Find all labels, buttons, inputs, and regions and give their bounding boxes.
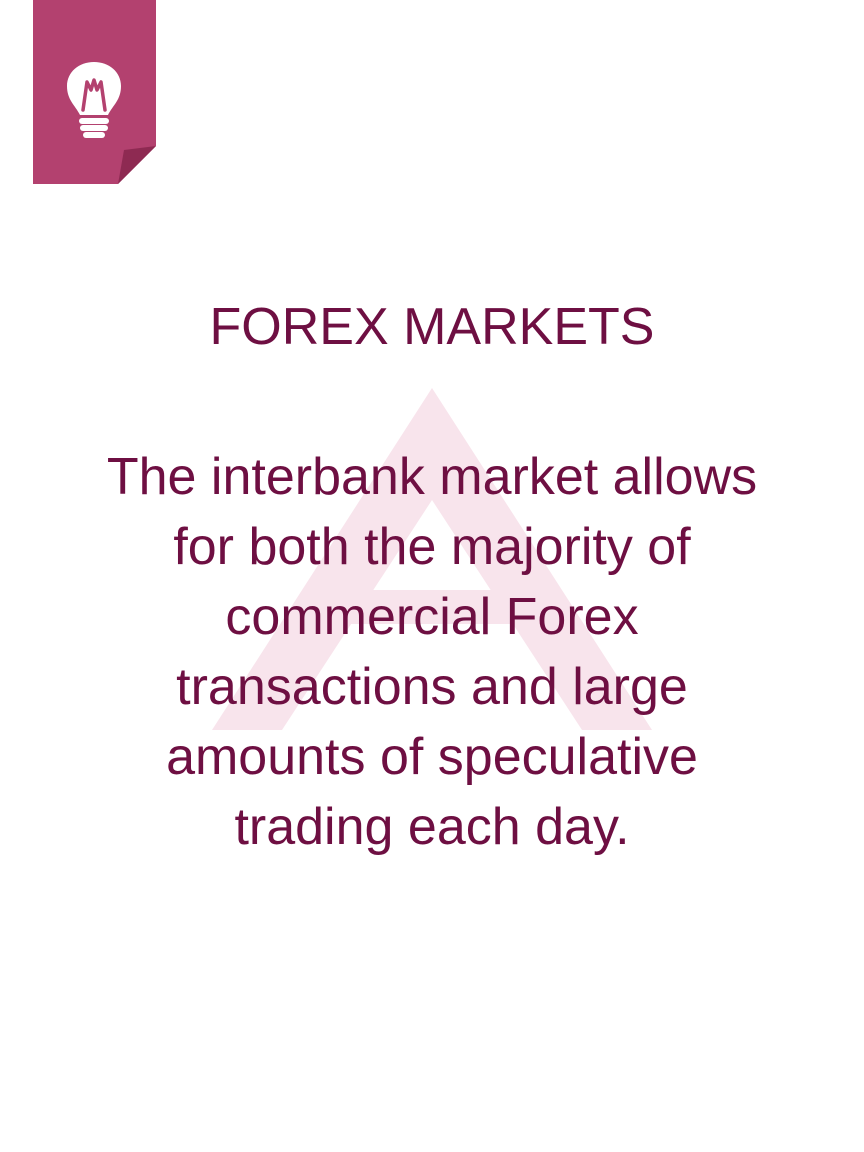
tip-tab [33, 0, 156, 184]
body-line: trading each day. [234, 798, 630, 856]
body-line: transactions and large [176, 658, 688, 716]
lightbulb-icon [67, 62, 121, 138]
body-line: for both the majority of [173, 518, 691, 576]
body-line: The interbank market allows [106, 448, 758, 506]
body-line: commercial Forex [225, 588, 639, 646]
content: FOREX MARKETS The interbank market allow… [40, 296, 824, 862]
body-text: The interbank market allows for both the… [40, 442, 824, 862]
body-line: amounts of speculative [166, 728, 698, 786]
page-title: FOREX MARKETS [209, 298, 655, 356]
